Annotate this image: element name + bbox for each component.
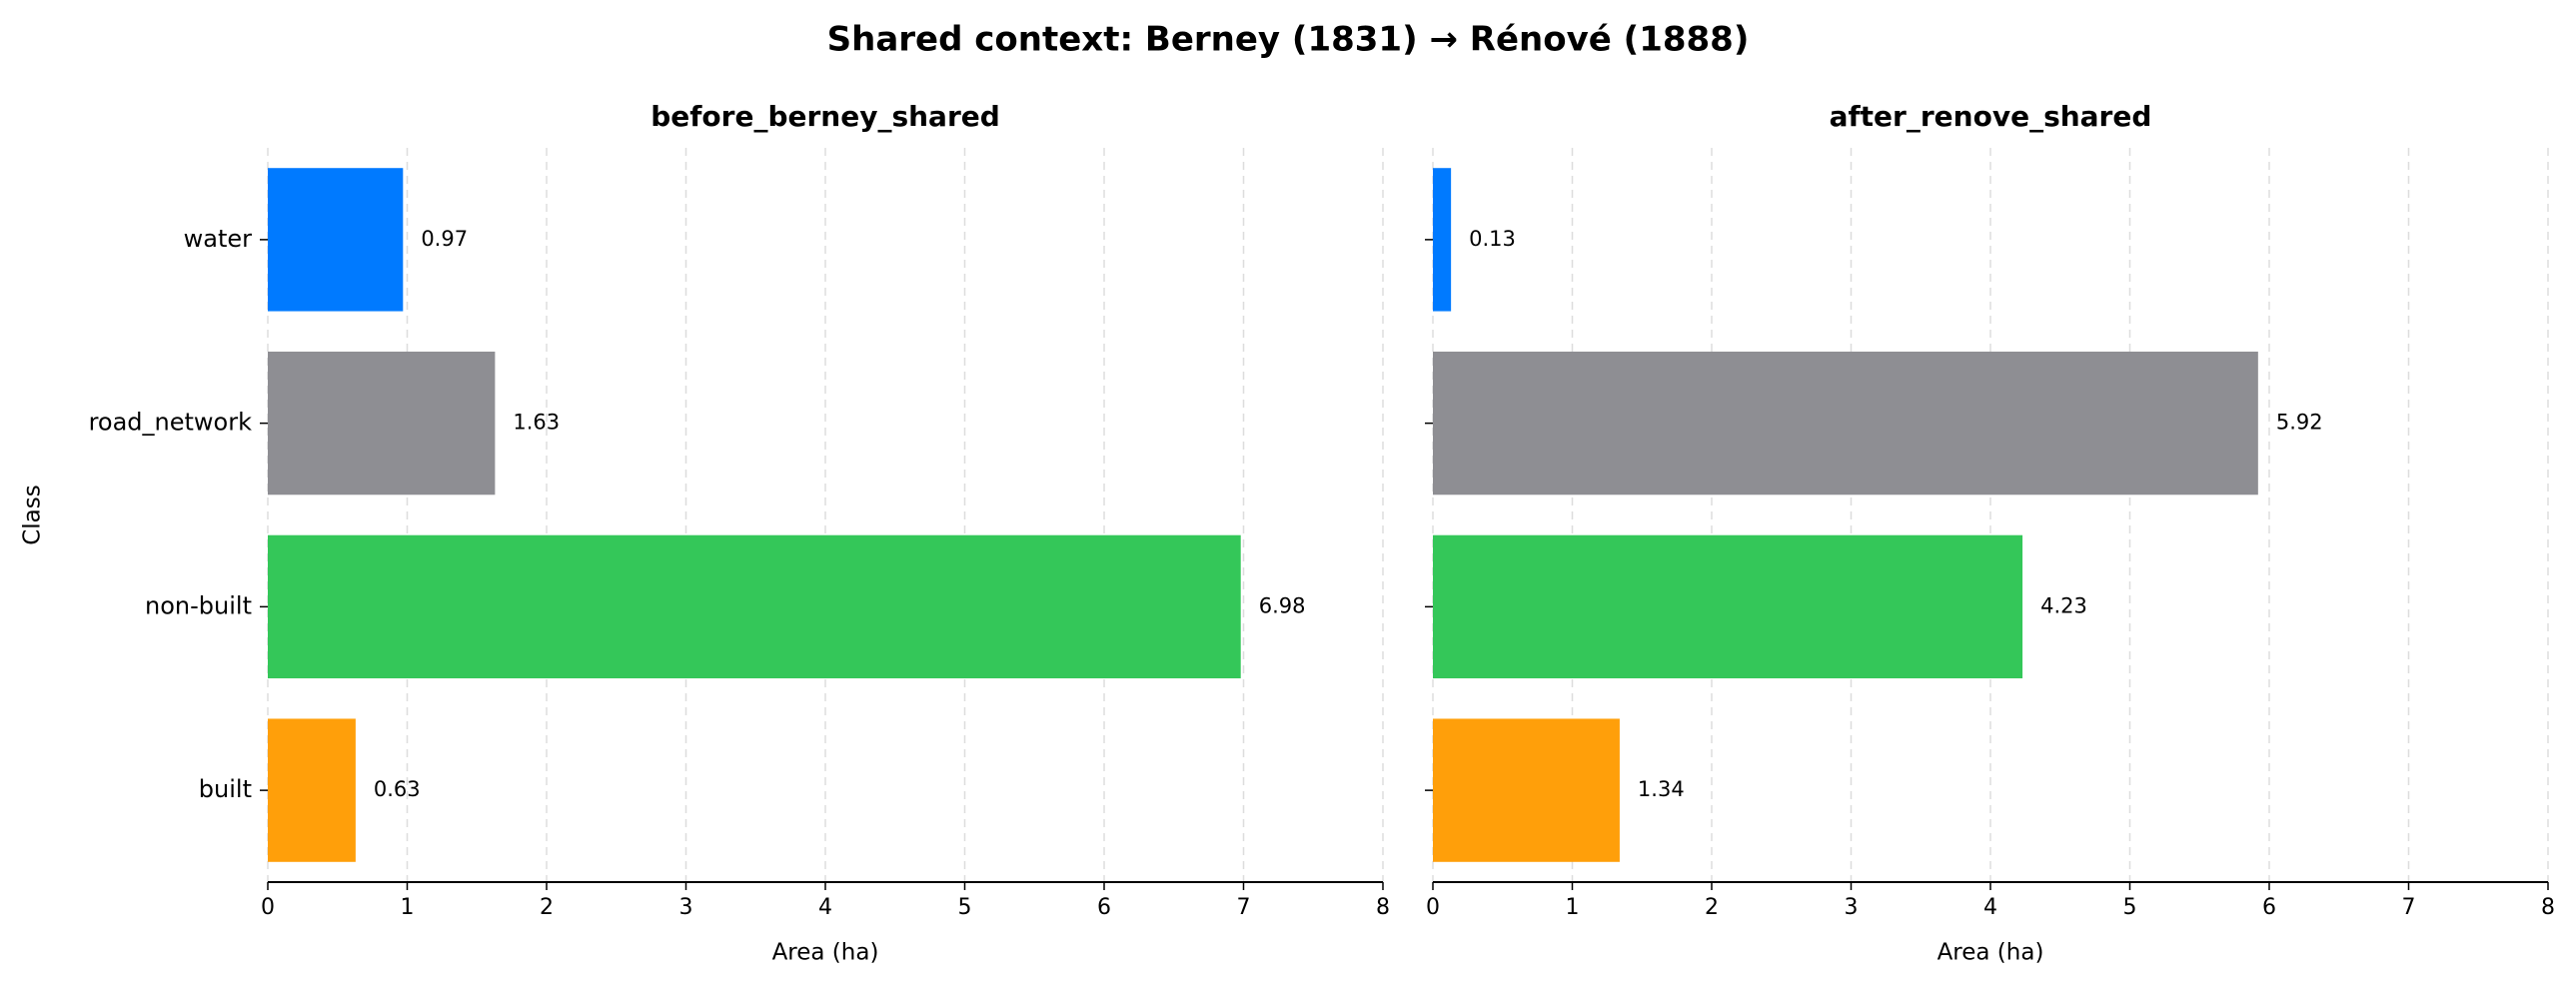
bar	[268, 168, 404, 312]
x-tick-label: 3	[1845, 895, 1859, 920]
value-label: 0.13	[1469, 227, 1516, 251]
bar	[268, 718, 356, 862]
value-label: 4.23	[2040, 593, 2087, 617]
x-tick-label: 5	[958, 895, 972, 920]
bar	[1433, 534, 2023, 679]
x-tick-label: 2	[540, 895, 554, 920]
value-label: 6.98	[1259, 593, 1306, 617]
y-tick-label: non-built	[145, 591, 252, 619]
x-tick-label: 7	[1237, 895, 1251, 920]
x-tick-label: 4	[818, 895, 832, 920]
x-axis-label: Area (ha)	[1937, 940, 2044, 966]
value-label: 5.92	[2276, 411, 2323, 435]
x-tick-label: 2	[1705, 895, 1719, 920]
subplot-title: before_berney_shared	[650, 100, 1000, 133]
value-label: 1.34	[1638, 777, 1685, 801]
x-tick-label: 7	[2402, 895, 2416, 920]
bar	[1433, 718, 1620, 862]
x-tick-label: 3	[679, 895, 693, 920]
value-label: 1.63	[513, 411, 560, 435]
x-tick-label: 1	[401, 895, 415, 920]
value-label: 0.63	[374, 777, 421, 801]
x-tick-label: 6	[2262, 895, 2276, 920]
x-tick-label: 8	[2541, 895, 2555, 920]
y-tick-label: built	[199, 775, 252, 803]
x-tick-label: 5	[2123, 895, 2137, 920]
bar	[268, 534, 1241, 679]
value-label: 0.97	[421, 227, 468, 251]
x-tick-label: 0	[261, 895, 275, 920]
y-tick-label: water	[184, 225, 253, 253]
y-axis-label: Class	[20, 485, 46, 545]
x-axis-label: Area (ha)	[772, 940, 879, 966]
x-tick-label: 8	[1376, 895, 1390, 920]
x-tick-label: 0	[1426, 895, 1440, 920]
x-tick-label: 1	[1566, 895, 1580, 920]
bar	[268, 351, 496, 495]
subplot-title: after_renove_shared	[1830, 100, 2152, 133]
bar	[1433, 168, 1452, 312]
x-tick-label: 6	[1097, 895, 1111, 920]
bar	[1433, 351, 2258, 495]
figure-title: Shared context: Berney (1831) → Rénové (…	[827, 20, 1750, 60]
x-tick-label: 4	[1983, 895, 1997, 920]
y-tick-label: road_network	[89, 409, 253, 437]
